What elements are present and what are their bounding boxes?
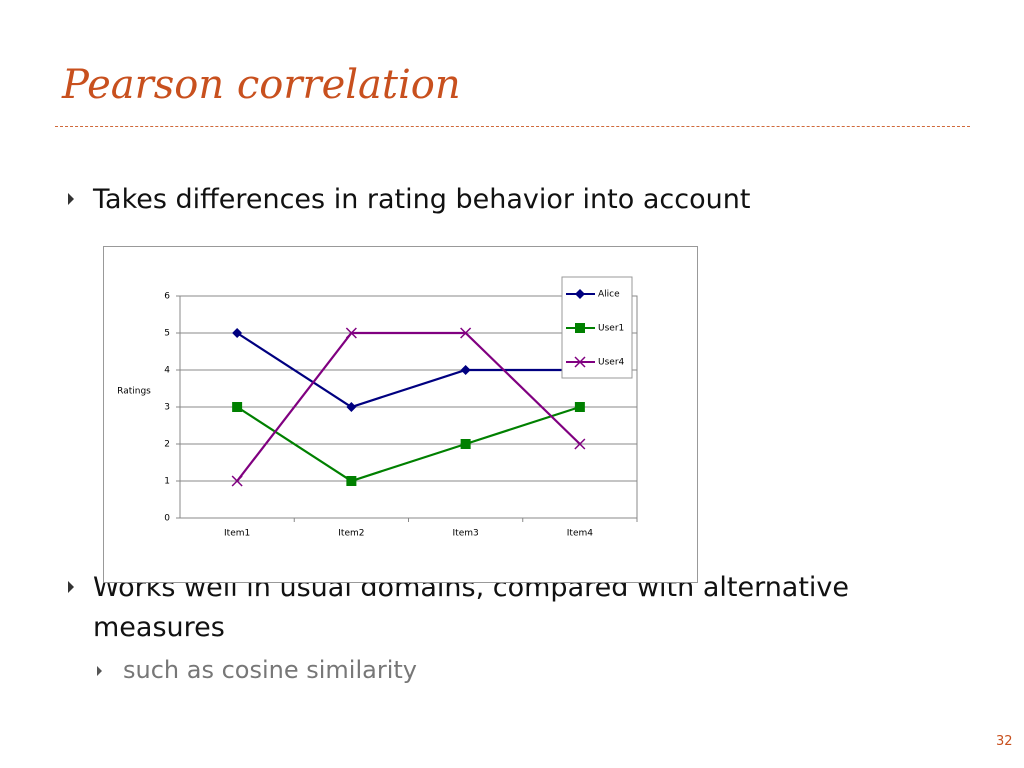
x-tick-label: Item3 — [453, 529, 479, 539]
series-line — [236, 332, 580, 409]
title-rule — [55, 126, 970, 127]
legend-marker — [574, 356, 586, 368]
sub-bullet-icon — [97, 666, 102, 676]
data-point — [574, 402, 585, 412]
y-axis-label: Ratings — [117, 387, 151, 397]
x-tick-label: Item4 — [567, 529, 593, 539]
x-tick-label: Item1 — [224, 529, 250, 539]
legend-label: Alice — [598, 290, 620, 300]
chart: Ratings 0 1 2 3 4 5 6 Item1 Item2 Item3 Item4 Alice… — [103, 246, 698, 583]
y-tick-label: 3 — [164, 403, 170, 413]
series-line — [236, 405, 581, 483]
legend-label: User1 — [598, 324, 624, 334]
data-point — [346, 402, 357, 412]
bullet-icon — [68, 193, 74, 205]
data-point — [460, 365, 471, 375]
x-tick-label: Item2 — [338, 529, 364, 539]
data-point — [574, 438, 586, 450]
series-line — [236, 331, 581, 482]
data-point — [232, 402, 243, 412]
page-number: 32 — [996, 734, 1013, 749]
y-tick-label: 6 — [164, 292, 170, 302]
data-point — [231, 475, 243, 487]
legend-marker — [575, 289, 585, 299]
legend-label: User4 — [598, 358, 625, 368]
y-tick-label: 1 — [164, 477, 170, 487]
y-tick-label: 4 — [164, 366, 170, 376]
legend-marker — [575, 323, 585, 333]
bullet-icon — [68, 581, 74, 593]
data-point — [460, 439, 471, 449]
y-tick-label: 2 — [164, 440, 170, 450]
data-point — [345, 327, 357, 339]
slide-title: Pearson correlation — [62, 62, 461, 108]
data-point — [346, 476, 357, 486]
y-tick-label: 0 — [164, 514, 170, 524]
sub-bullet: such as cosine similarity — [123, 656, 417, 684]
data-point — [460, 327, 472, 339]
y-tick-label: 5 — [164, 329, 170, 339]
data-point — [232, 328, 243, 338]
bullet: Takes differences in rating behavior int… — [93, 184, 751, 215]
